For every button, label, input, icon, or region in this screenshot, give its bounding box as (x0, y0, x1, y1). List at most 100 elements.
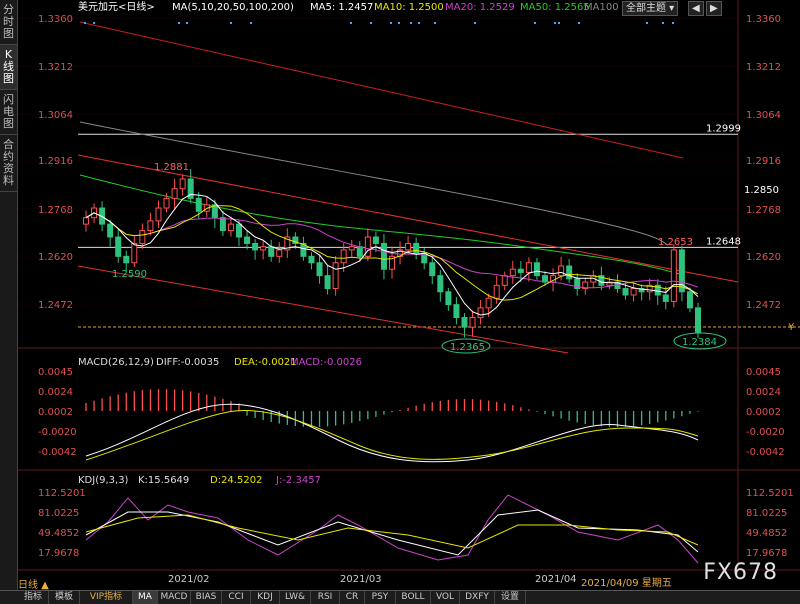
kdj-axis-right: 112.5201 (746, 488, 794, 499)
signal-dot (578, 22, 580, 24)
tab-flash[interactable]: 闪电图 (0, 90, 17, 135)
candle-body (622, 288, 629, 296)
macd-axis-left: 0.0045 (38, 367, 73, 378)
candle-body (155, 207, 162, 222)
tab-dxfy[interactable]: DXFY (460, 591, 495, 604)
signal-dot (84, 22, 86, 24)
candle-body (171, 188, 178, 199)
candle-body (284, 236, 291, 251)
date-label-feb: 2021/02 (168, 574, 210, 585)
date-axis: 2021/02 2021/03 2021/04 2021/04/09 星期五 (18, 572, 800, 589)
macd-dea-line (85, 409, 699, 461)
ma20-value: MA20: 1.2529 (445, 2, 515, 13)
chart-svg[interactable]: 1.3360 1.3360 1.3212 1.3212 1.3064 1.3064 1.29… (18, 0, 800, 590)
price-label-left: 1.2620 (38, 252, 73, 263)
indicator-bar: 日线 ▲ 指标 模板 VIP指标 MA MACD BIAS CCI KDJ LW… (0, 580, 800, 604)
tab-cci[interactable]: CCI (222, 591, 251, 604)
candle-body (252, 242, 259, 251)
candle-body (163, 197, 170, 209)
tab-settings[interactable]: 设置 (495, 591, 526, 604)
tab-macd[interactable]: MACD (158, 591, 191, 604)
candle-body (276, 249, 283, 257)
candle-body (268, 246, 275, 257)
candle-body (695, 307, 701, 333)
tab-boll[interactable]: BOLL (396, 591, 431, 604)
price-label-left: 1.3064 (38, 110, 73, 121)
tab-vip[interactable]: VIP指标 (80, 591, 133, 604)
ma10-line (85, 205, 699, 301)
candle-body (429, 262, 436, 277)
candle-body (131, 242, 138, 264)
kdj-axis-right: 17.9678 (746, 548, 787, 559)
tab-bias[interactable]: BIAS (191, 591, 222, 604)
ma200-line (79, 21, 684, 159)
candle-body (477, 307, 484, 319)
candle-body (219, 217, 226, 232)
kdj-j-line (85, 494, 699, 564)
kdj-axis-right: 49.4852 (746, 528, 787, 539)
annotation-last: 1.2384 (682, 337, 717, 348)
tab-contract[interactable]: 合约资料 (0, 135, 17, 192)
candle-body (115, 236, 122, 257)
tab-timeshare[interactable]: 分时图 (0, 0, 17, 45)
candle-body (493, 284, 500, 299)
kdj-k: K:15.5649 (138, 475, 189, 486)
candle-body (389, 255, 395, 270)
period-label: 日线 (18, 580, 38, 591)
candle-body (139, 230, 146, 244)
candle-body (107, 223, 114, 238)
ma100-line (79, 121, 669, 246)
current-price-marker: ¥ (788, 322, 794, 333)
candle-body (453, 304, 460, 319)
candle-body (332, 262, 339, 290)
symbol-title: 美元加元<日线> (78, 2, 155, 13)
chart-area: 美元加元<日线> MA(5,10,20,50,100,200) MA5: 1.2… (18, 0, 800, 603)
signal-dot (186, 22, 188, 24)
candle-body (630, 288, 637, 296)
candle-body (179, 178, 186, 190)
tab-kline[interactable]: K线图 (0, 45, 17, 90)
candle-body (437, 275, 444, 293)
tab-indicators[interactable]: 指标 (18, 591, 49, 604)
macd-axis-right: -0.0020 (746, 427, 785, 438)
tab-lw[interactable]: LW& (280, 591, 311, 604)
candle-body (646, 284, 653, 293)
candle-body (364, 236, 371, 257)
macd-title: MACD(26,12,9) (78, 357, 154, 368)
price-label-left: 1.2916 (38, 156, 73, 167)
macd-axis-left: -0.0042 (38, 447, 77, 458)
label-1.2648: 1.2648 (706, 236, 741, 247)
tab-ma[interactable]: MA (133, 591, 158, 604)
tab-vol[interactable]: VOL (431, 591, 460, 604)
candle-body (300, 242, 307, 257)
signal-dot (230, 22, 232, 24)
price-label-right: 1.3212 (746, 62, 781, 73)
annotation-low2: 1.2365 (450, 342, 485, 353)
tab-psy[interactable]: PSY (365, 591, 396, 604)
signal-dot (390, 22, 392, 24)
candle-body (405, 242, 412, 251)
signal-dot (558, 22, 560, 24)
tab-kdj[interactable]: KDJ (251, 591, 280, 604)
tab-cr[interactable]: CR (340, 591, 365, 604)
next-arrow-button[interactable]: ▶ (706, 1, 722, 16)
signal-dot (672, 22, 674, 24)
tab-rsi[interactable]: RSI (311, 591, 340, 604)
date-label-mar: 2021/03 (340, 574, 382, 585)
macd-axis-right: 0.0024 (746, 387, 781, 398)
date-label-apr: 2021/04 (535, 574, 577, 585)
annotation-low1: 1.2590 (112, 269, 147, 280)
tab-template[interactable]: 模板 (49, 591, 80, 604)
period-selector[interactable]: 日线 ▲ (18, 580, 49, 591)
candle-body (356, 246, 363, 257)
kdj-d: D:24.5202 (210, 475, 262, 486)
theme-dropdown[interactable]: 全部主题 ▾ (622, 1, 679, 16)
kdj-axis-left: 49.4852 (38, 528, 79, 539)
candle-body (686, 291, 693, 309)
candle-body (380, 242, 387, 270)
price-label-left: 1.2768 (38, 205, 73, 216)
candle-body (566, 265, 573, 280)
prev-arrow-button[interactable]: ◀ (688, 1, 704, 16)
candle-body (525, 262, 532, 273)
ma10-value: MA10: 1.2500 (374, 2, 444, 13)
